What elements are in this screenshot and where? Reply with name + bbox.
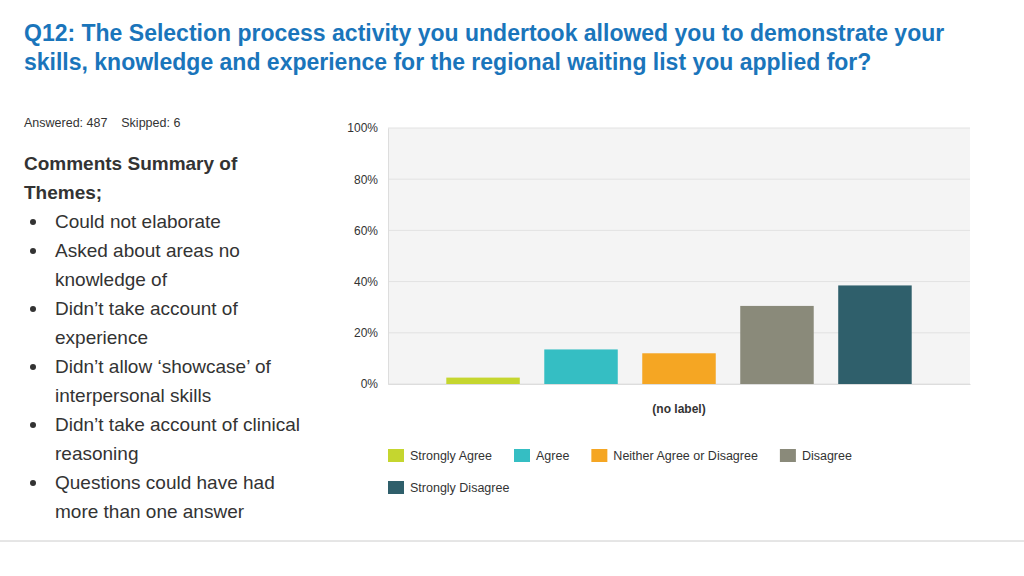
- bars: [446, 285, 911, 384]
- text-line: Didn’t allow ‘showcase’ of: [55, 356, 272, 377]
- y-tick: 80%: [354, 173, 388, 187]
- text-line: Could not elaborate: [55, 211, 221, 232]
- bar: [740, 306, 813, 384]
- bar: [446, 378, 519, 384]
- text-line: Asked about areas no: [55, 240, 240, 261]
- text-line: interpersonal skills: [55, 385, 211, 406]
- y-tick: 0%: [361, 377, 388, 391]
- bullet: [30, 248, 36, 254]
- grid-line: [388, 179, 970, 180]
- bullet: [30, 480, 36, 486]
- legend-item: Agree: [514, 449, 569, 463]
- text-line: experience: [55, 327, 148, 348]
- text-line: Questions could have had: [55, 472, 275, 493]
- text-line: reasoning: [55, 443, 138, 464]
- y-axis: 0% 20% 40% 60% 80% 100%: [347, 121, 388, 391]
- y-tick-label: 40%: [354, 275, 378, 289]
- text-line: Didn’t take account of: [55, 298, 238, 319]
- y-tick: 20%: [354, 326, 388, 340]
- y-tick-label: 80%: [354, 173, 378, 187]
- bullet: [30, 364, 36, 370]
- x-tick-label: (no label): [652, 402, 705, 416]
- legend-label: Strongly Agree: [410, 449, 492, 463]
- y-tick: 40%: [354, 275, 388, 289]
- grid: [388, 128, 970, 384]
- text-line: Didn’t take account of clinical: [55, 414, 300, 435]
- legend-label: Strongly Disagree: [410, 481, 509, 495]
- y-tick-label: 100%: [347, 121, 378, 135]
- subtitle: Answered: 487 Skipped: 6: [24, 116, 180, 130]
- x-axis: (no label): [389, 384, 971, 416]
- grid-line: [388, 230, 970, 231]
- text-line: knowledge of: [55, 269, 168, 290]
- legend-item: Strongly Agree: [388, 449, 492, 463]
- plot-background: [388, 128, 970, 384]
- legend: Strongly Agree Agree Neither Agree or Disa…: [388, 449, 852, 495]
- y-axis-line: [388, 129, 389, 385]
- legend-swatch: [591, 449, 607, 462]
- legend-label: Disagree: [802, 449, 852, 463]
- comment-item: Asked about areas no knowledge of: [55, 240, 240, 290]
- bar: [642, 353, 715, 384]
- text-line: skills, knowledge and experience for the…: [24, 49, 871, 75]
- grid-line: [388, 128, 970, 129]
- slide: Q12: The Selection process activity you …: [0, 0, 1024, 576]
- y-tick-label: 0%: [361, 377, 379, 391]
- bar: [544, 349, 617, 384]
- text-line: Themes;: [24, 182, 102, 203]
- rule: [0, 541, 1024, 542]
- legend-label: Agree: [536, 449, 569, 463]
- legend-item: Disagree: [780, 449, 852, 463]
- title: Q12: The Selection process activity you …: [24, 20, 944, 75]
- legend-label: Neither Agree or Disagree: [613, 449, 758, 463]
- comment-item: Didn’t take account of experience: [55, 298, 238, 348]
- comment-item: Could not elaborate: [55, 211, 221, 232]
- grid-line: [388, 281, 970, 282]
- x-axis-line: [389, 384, 971, 385]
- bullet: [30, 306, 36, 312]
- legend-swatch: [780, 449, 796, 462]
- legend-item: Strongly Disagree: [388, 481, 509, 495]
- y-tick: 60%: [354, 224, 388, 238]
- legend-swatch: [388, 481, 404, 494]
- comment-item: Didn’t take account of clinical reasoning: [55, 414, 300, 464]
- text-line: more than one answer: [55, 501, 245, 522]
- y-tick-label: 60%: [354, 224, 378, 238]
- bar: [838, 285, 911, 384]
- comment-item: Didn’t allow ‘showcase’ of interpersonal …: [55, 356, 272, 406]
- legend-swatch: [514, 449, 530, 462]
- text-line: Q12: The Selection process activity you …: [24, 20, 944, 46]
- bullet: [30, 422, 36, 428]
- x-tick: (no label): [652, 384, 705, 416]
- text-line: Comments Summary of: [24, 153, 238, 174]
- legend-swatch: [388, 449, 404, 462]
- legend-item: Neither Agree or Disagree: [591, 449, 758, 463]
- comment-item: Questions could have had more than one an…: [55, 472, 275, 522]
- y-tick: 100%: [347, 121, 388, 135]
- bullet: [30, 219, 36, 225]
- y-tick-label: 20%: [354, 326, 378, 340]
- comments-heading: Comments Summary of Themes;: [24, 153, 238, 203]
